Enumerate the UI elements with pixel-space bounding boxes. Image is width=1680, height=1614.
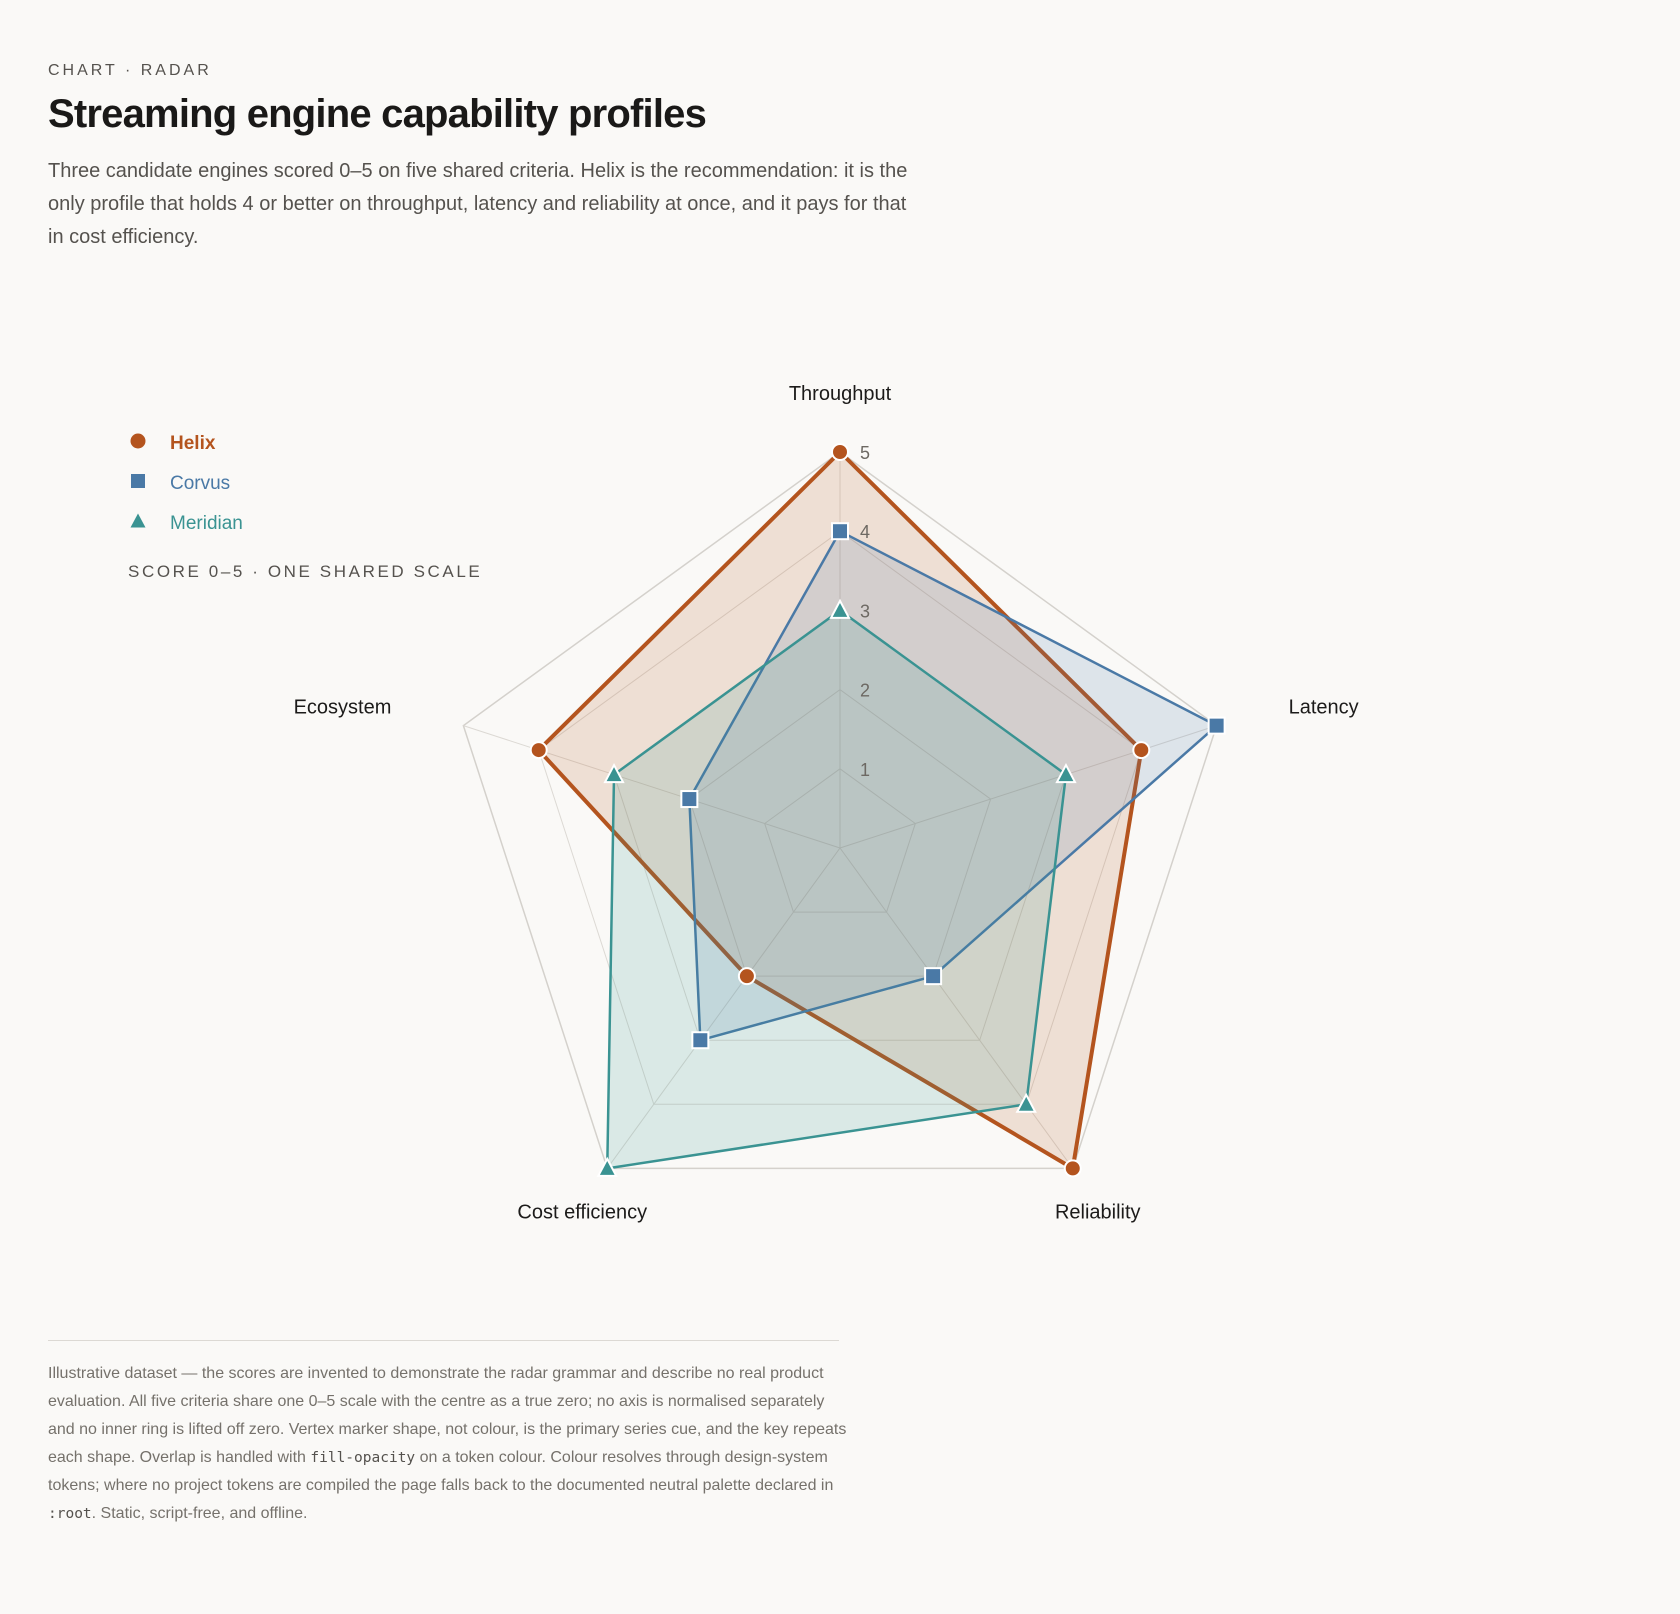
- ring-label: 5: [860, 443, 870, 463]
- data-point-meridian: [829, 598, 851, 619]
- radar-labels: 1 2 3 4 5 Throughput Latency Reliability Cost ef…: [294, 383, 1359, 1223]
- axis-label: Cost efficiency: [517, 1201, 647, 1223]
- legend-item-corvus: Corvus: [128, 464, 243, 504]
- chart-eyebrow: CHART · RADAR: [48, 62, 212, 79]
- data-point-corvus: [1207, 716, 1226, 735]
- code-fill-opacity: fill-opacity: [310, 1450, 416, 1466]
- grid-spoke: [463, 725, 841, 849]
- legend-label: Meridian: [170, 513, 243, 534]
- grid-spoke: [606, 847, 841, 1169]
- chart-legend: Helix Corvus Meridian: [128, 424, 243, 544]
- footnote: Illustrative dataset — the scores are in…: [48, 1365, 847, 1522]
- code-root: :root: [48, 1506, 92, 1522]
- data-point-corvus: [831, 522, 849, 541]
- series-area-meridian: [605, 609, 1068, 1170]
- data-point-corvus: [691, 1031, 710, 1050]
- divider: [48, 1340, 839, 1341]
- ring-label: 1: [860, 760, 870, 780]
- grid-spoke: [839, 725, 1217, 849]
- data-point-corvus: [680, 790, 699, 809]
- data-point-helix: [737, 967, 756, 986]
- series-area-helix: [536, 450, 1144, 1171]
- radar-series: [529, 443, 1226, 1178]
- grid-ring: [538, 530, 1142, 1105]
- radar-chart: 1 2 3 4 5 Throughput Latency Reliability Cost ef…: [294, 383, 1359, 1223]
- circle-marker-icon: [130, 433, 146, 449]
- scale-note: SCORE 0–5 · ONE SHARED SCALE: [128, 562, 483, 581]
- legend-item-helix: Helix: [128, 424, 243, 464]
- series-area-corvus: [688, 529, 1218, 1042]
- data-point-helix: [1063, 1159, 1082, 1178]
- legend-label: Helix: [170, 433, 216, 454]
- data-point-meridian: [603, 762, 625, 784]
- data-point-meridian: [1055, 762, 1077, 784]
- data-point-meridian: [596, 1156, 618, 1177]
- ring-label: 2: [860, 681, 870, 701]
- data-point-corvus: [924, 967, 943, 986]
- legend-label: Corvus: [170, 473, 231, 494]
- data-point-helix: [1132, 741, 1151, 760]
- ring-label: 3: [860, 601, 870, 621]
- axis-label: Latency: [1289, 697, 1359, 719]
- legend-item-meridian: Meridian: [128, 504, 243, 544]
- grid-ring: [462, 451, 1218, 1170]
- data-point-helix: [529, 741, 548, 760]
- triangle-marker-icon: [130, 513, 146, 528]
- axis-label: Reliability: [1055, 1201, 1141, 1223]
- axis-label: Ecosystem: [294, 697, 392, 719]
- data-point-helix: [831, 443, 849, 461]
- grid-spoke: [839, 847, 1074, 1169]
- chart-description: Three candidate engines scored 0–5 on fi…: [48, 160, 908, 248]
- page-title: Streaming engine capability profiles: [48, 92, 707, 136]
- axis-label: Throughput: [789, 383, 892, 405]
- square-marker-icon: [131, 474, 145, 488]
- grid-ring: [764, 768, 916, 913]
- grid-ring: [688, 688, 992, 977]
- data-point-meridian: [1015, 1092, 1037, 1113]
- ring-label: 4: [860, 522, 870, 542]
